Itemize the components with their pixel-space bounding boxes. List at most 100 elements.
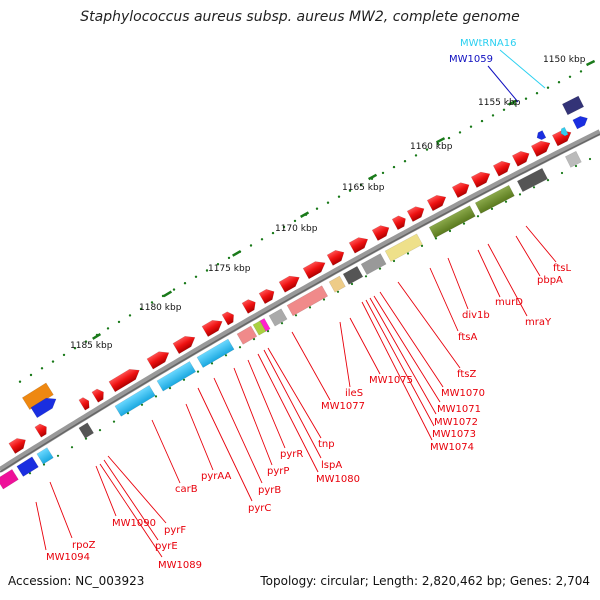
label-ftsa: ftsA bbox=[458, 332, 477, 343]
red-gene-arrow-1 bbox=[530, 140, 551, 157]
scale-dot bbox=[293, 219, 297, 223]
red-gene-arrow-20-shape bbox=[108, 368, 140, 393]
red-gene-arrow-21 bbox=[91, 388, 104, 403]
red-gene-arrow-11 bbox=[326, 250, 345, 266]
scale-dot bbox=[381, 171, 385, 175]
major-tick bbox=[435, 137, 446, 144]
tick-label-1150: 1150 kbp bbox=[543, 55, 586, 65]
cyan-gene-1-shape bbox=[196, 338, 235, 368]
red-gene-arrow-23 bbox=[34, 423, 47, 438]
red-gene-arrow-16 bbox=[221, 311, 234, 326]
inner-scale-dot bbox=[518, 193, 522, 196]
major-tick bbox=[300, 211, 310, 218]
red-gene-arrow-22 bbox=[78, 397, 90, 411]
leader-line-7 bbox=[379, 291, 444, 388]
leader-line-24 bbox=[107, 455, 167, 524]
tick-label-1165: 1165 kbp bbox=[342, 183, 385, 193]
genome-backbone bbox=[0, 129, 600, 473]
label-mw1075: MW1075 bbox=[369, 375, 413, 386]
inner-scale-dot bbox=[588, 157, 592, 161]
leader-line-29 bbox=[35, 501, 47, 551]
cyan-gene-4-shape bbox=[36, 447, 54, 465]
leader-line-27 bbox=[95, 465, 117, 517]
scale-dot bbox=[150, 301, 154, 304]
trna-gene-shape bbox=[560, 126, 569, 137]
leader-line-12 bbox=[349, 317, 381, 375]
lime-gene bbox=[252, 320, 267, 336]
inner-scale-dot bbox=[504, 200, 508, 203]
leader-line-4 bbox=[447, 257, 469, 310]
scale-dot bbox=[491, 114, 495, 117]
inner-scale-dot bbox=[378, 267, 382, 270]
red-gene-arrow-24 bbox=[8, 438, 26, 454]
inner-scale-dot bbox=[322, 298, 326, 301]
scale-dot bbox=[18, 380, 22, 383]
red-gene-arrow-14-shape bbox=[258, 288, 275, 305]
label-pyrp: pyrP bbox=[267, 466, 289, 477]
inner-scale-dot bbox=[490, 207, 494, 210]
yellow-gene-shape bbox=[384, 233, 423, 262]
scale-dot bbox=[414, 154, 418, 157]
map-title: Staphylococcus aureus subsp. aureus MW2,… bbox=[80, 9, 520, 25]
major-tick bbox=[507, 99, 518, 106]
red-gene-arrow-7 bbox=[406, 206, 425, 223]
red-gene-arrow-8-shape bbox=[391, 215, 406, 231]
inner-scale-dot bbox=[336, 290, 340, 293]
label-mw1090: MW1090 bbox=[112, 518, 156, 529]
cyan-gene-4 bbox=[36, 447, 54, 465]
label-mw1094: MW1094 bbox=[46, 552, 90, 563]
label-mw1077: MW1077 bbox=[321, 401, 365, 412]
scale-dot bbox=[326, 201, 330, 204]
inner-scale-dot bbox=[28, 472, 32, 475]
label-murd: murD bbox=[495, 297, 523, 308]
label-mw1073: MW1073 bbox=[432, 429, 476, 440]
tick-label-1160: 1160 kbp bbox=[410, 142, 453, 152]
major-tick bbox=[92, 333, 102, 340]
scale-dot bbox=[535, 92, 539, 95]
label-leader-lines bbox=[35, 49, 557, 558]
red-gene-arrow-13 bbox=[278, 275, 300, 293]
inner-scale-dot bbox=[350, 282, 354, 286]
leader-line-11 bbox=[361, 301, 433, 441]
inner-scale-dot bbox=[266, 330, 270, 333]
scale-dot bbox=[172, 288, 176, 291]
scale-dot bbox=[205, 269, 209, 272]
accession-label: Accession: NC_003923 bbox=[8, 574, 145, 588]
scale-dot bbox=[227, 256, 231, 260]
red-gene-arrow-9 bbox=[371, 225, 390, 242]
inner-scale-dot bbox=[224, 354, 228, 357]
scale-dot bbox=[139, 307, 143, 311]
red-gene-arrow-21-shape bbox=[91, 388, 104, 403]
orange-gene-shape bbox=[21, 382, 54, 410]
tick-label-1170: 1170 kbp bbox=[275, 224, 318, 234]
label-mw1059: MW1059 bbox=[449, 54, 493, 65]
inner-scale-dot bbox=[196, 370, 200, 373]
red-gene-arrow-17-shape bbox=[201, 320, 223, 338]
inner-scale-dot bbox=[140, 403, 144, 406]
red-gene-arrow-5 bbox=[451, 182, 470, 199]
blue-gene-inner-shape bbox=[16, 456, 39, 477]
inner-scale-dot bbox=[238, 346, 242, 349]
scale-dot bbox=[315, 207, 319, 210]
inner-scale-dot bbox=[98, 429, 102, 432]
inner-scale-dot bbox=[420, 244, 424, 247]
scale-dot bbox=[425, 148, 429, 151]
scale-dot bbox=[557, 81, 561, 84]
inner-scale-dot bbox=[434, 237, 438, 240]
red-gene-arrow-20 bbox=[108, 368, 140, 393]
gray-gene-2 bbox=[360, 253, 387, 275]
scale-dot bbox=[568, 75, 572, 79]
inner-scale-dot bbox=[448, 229, 452, 233]
leader-line-25 bbox=[103, 459, 159, 541]
label-ftsl: ftsL bbox=[553, 263, 571, 274]
scale-dot bbox=[546, 86, 550, 89]
scale-arc bbox=[18, 59, 596, 475]
tick-labels: 1150 kbp 1155 kbp 1160 kbp 1165 kbp 1170… bbox=[70, 55, 586, 351]
blue-gene-inner bbox=[16, 456, 39, 477]
scale-dot bbox=[469, 125, 473, 128]
pink-gene-2 bbox=[236, 325, 258, 345]
major-tick bbox=[585, 59, 596, 67]
green-gene-1 bbox=[474, 184, 515, 214]
scale-dot bbox=[117, 320, 121, 324]
red-gene-arrow-18 bbox=[172, 336, 196, 355]
